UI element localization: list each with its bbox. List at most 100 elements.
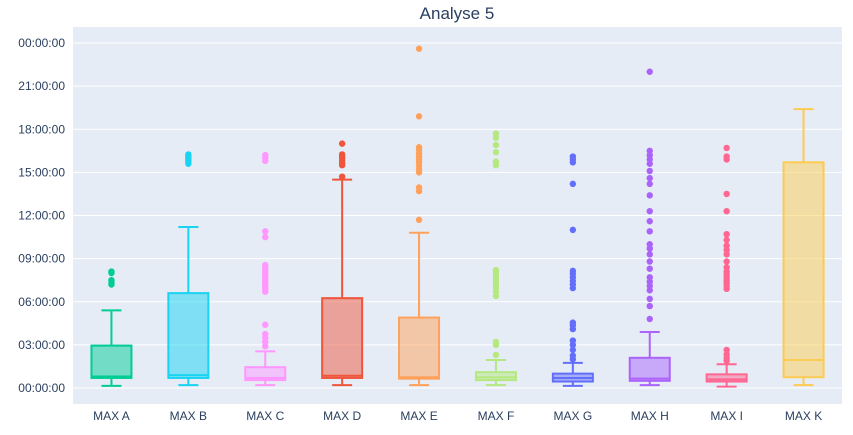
outlier-point	[185, 151, 192, 158]
outlier-point	[646, 315, 653, 323]
outlier-point	[646, 174, 653, 182]
outlier-point	[262, 261, 269, 269]
outlier-point	[262, 233, 269, 241]
y-tick-label: 21:00:00	[18, 79, 65, 93]
outlier-point	[492, 149, 500, 156]
outlier-point	[646, 68, 653, 75]
outlier-point	[338, 151, 346, 158]
outlier-point	[646, 147, 653, 155]
x-tick-label: MAX F	[478, 409, 515, 423]
outlier-point	[646, 274, 653, 281]
box-group	[782, 108, 825, 387]
outlier-point	[646, 207, 653, 215]
outlier-point	[492, 158, 500, 165]
outlier-point	[646, 258, 653, 265]
outlier-point	[646, 251, 653, 258]
x-tick-label: MAX H	[631, 409, 669, 423]
x-tick-label: MAX G	[554, 409, 593, 423]
box-group	[167, 151, 210, 387]
outlier-point	[723, 190, 730, 198]
outlier-point	[723, 264, 730, 271]
outlier-point	[262, 321, 269, 328]
outlier-point	[569, 346, 577, 354]
outlier-point	[723, 258, 730, 265]
outlier-point	[415, 45, 423, 52]
outlier-point	[569, 267, 577, 275]
box-iqr	[474, 371, 517, 382]
outlier-point	[723, 144, 730, 152]
outlier-point	[646, 265, 653, 272]
outlier-point	[338, 173, 346, 180]
box-group	[90, 268, 133, 387]
outlier-point	[415, 216, 423, 224]
x-tick-label: MAX A	[93, 409, 130, 423]
box-iqr	[244, 366, 287, 382]
outlier-point	[569, 153, 577, 160]
box-group	[398, 45, 441, 387]
outlier-point	[415, 184, 423, 191]
outlier-point	[415, 113, 423, 120]
box-group	[321, 140, 364, 387]
box-group	[244, 151, 287, 387]
box-group	[628, 68, 671, 387]
x-tick-label: MAX C	[246, 409, 284, 423]
x-axis-ticks: MAX A MAX B MAX C MAX D MAX E MAX F MAX G MAX H…	[93, 409, 822, 423]
outlier-point	[646, 192, 653, 199]
y-tick-label: 03:00:00	[18, 338, 65, 352]
y-axis-ticks: 00:00:00 03:00:00 06:00:00 09:00:00 12:00:00…	[18, 36, 65, 395]
outlier-point	[646, 228, 653, 235]
x-tick-label: MAX B	[170, 409, 207, 423]
outlier-point	[492, 351, 500, 359]
outlier-point	[646, 180, 653, 188]
boxes-layer	[90, 45, 825, 388]
y-tick-label: 00:00:00	[18, 381, 65, 395]
box-group	[705, 144, 748, 388]
outlier-point	[723, 153, 730, 160]
outlier-point	[646, 295, 653, 303]
outlier-point	[338, 140, 346, 147]
box-iqr	[705, 373, 748, 383]
outlier-point	[723, 207, 730, 215]
outlier-point	[569, 319, 577, 326]
box-group	[474, 130, 517, 387]
box-iqr	[167, 292, 210, 379]
x-tick-label: MAX D	[323, 409, 361, 423]
outlier-point	[569, 352, 577, 359]
y-tick-label: 06:00:00	[18, 295, 65, 309]
outlier-point	[723, 236, 730, 244]
box-group	[551, 153, 594, 387]
box-iqr	[398, 316, 441, 380]
outlier-point	[108, 276, 115, 284]
x-tick-label: MAX I	[710, 409, 743, 423]
outlier-point	[415, 144, 423, 151]
box-iqr	[628, 356, 671, 382]
outlier-point	[646, 218, 653, 225]
y-tick-label: 15:00:00	[18, 165, 65, 179]
outlier-point	[262, 151, 269, 159]
outlier-point	[723, 346, 730, 354]
chart-title: Analyse 5	[420, 4, 495, 23]
outlier-point	[646, 302, 653, 310]
outlier-point	[492, 130, 500, 137]
outlier-point	[646, 167, 653, 175]
x-tick-label: MAX E	[400, 409, 437, 423]
outlier-point	[646, 241, 653, 248]
x-tick-label: MAX K	[785, 409, 822, 423]
box-iqr	[782, 161, 825, 379]
box-iqr	[90, 344, 133, 379]
outlier-point	[492, 338, 500, 346]
outlier-point	[492, 266, 500, 274]
outlier-point	[569, 180, 577, 188]
outlier-point	[569, 226, 577, 234]
outlier-point	[262, 330, 269, 338]
outlier-point	[569, 337, 577, 344]
outlier-point	[723, 242, 730, 249]
y-tick-label: 12:00:00	[18, 209, 65, 223]
outlier-point	[492, 141, 500, 149]
outlier-point	[108, 268, 115, 275]
y-tick-label: 09:00:00	[18, 252, 65, 266]
outlier-point	[723, 230, 730, 238]
box-iqr	[321, 297, 364, 379]
y-tick-label: 18:00:00	[18, 122, 65, 136]
